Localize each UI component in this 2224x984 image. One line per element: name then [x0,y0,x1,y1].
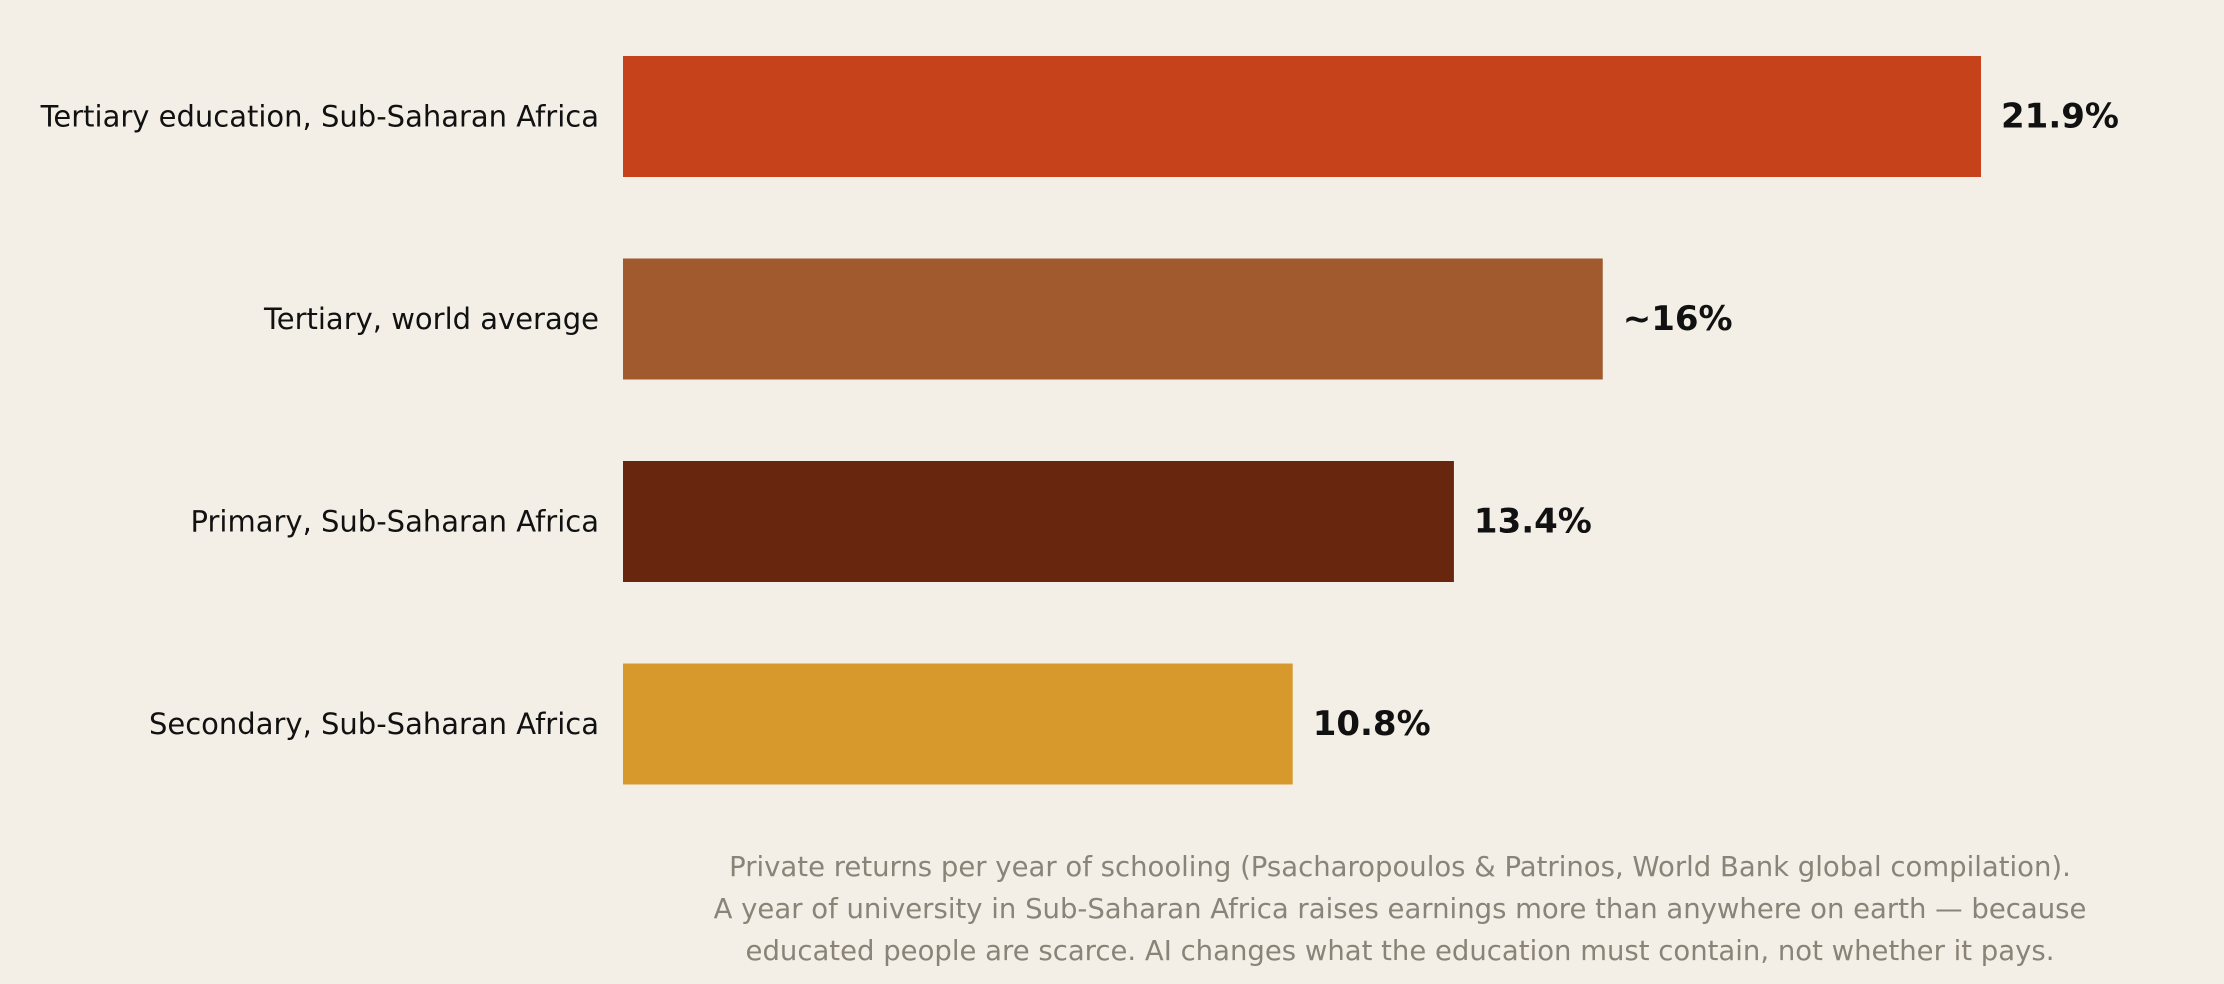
caption-line-1: Private returns per year of schooling (P… [729,851,2071,883]
category-label-1: Tertiary education, Sub-Saharan Africa [40,100,599,134]
bars-layer: Tertiary education, Sub-Saharan Africa 21… [40,56,2119,785]
bar-1 [623,56,1981,177]
caption-line-2: A year of university in Sub-Saharan Afri… [713,893,2087,925]
caption-line-3: educated people are scarce. AI changes w… [745,935,2055,967]
bar-2 [623,258,1603,380]
bar-4 [623,663,1293,785]
value-label-1: 21.9% [2001,97,2119,137]
value-label-4: 10.8% [1313,704,1431,744]
value-label-3: 13.4% [1474,502,1592,542]
category-label-2: Tertiary, world average [263,302,599,336]
category-label-4: Secondary, Sub-Saharan Africa [149,707,599,741]
chart-caption: Private returns per year of schooling (P… [640,846,2160,972]
category-label-3: Primary, Sub-Saharan Africa [191,505,600,539]
value-label-2: ~16% [1623,299,1733,339]
bar-3 [623,461,1454,582]
